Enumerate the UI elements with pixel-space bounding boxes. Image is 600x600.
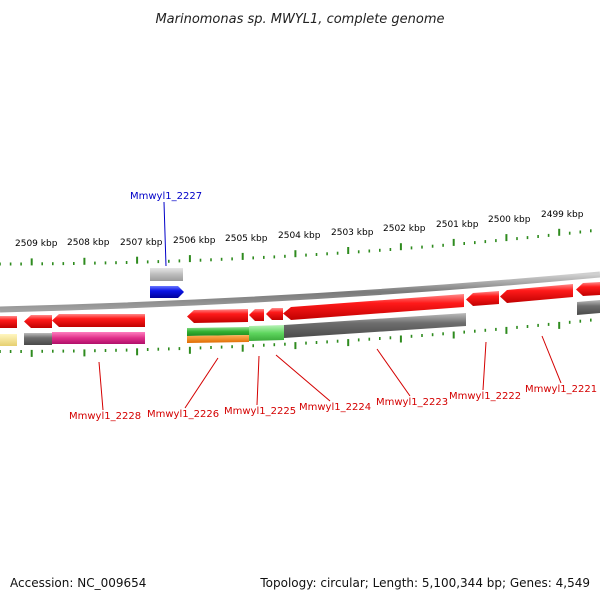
feature-bar-green[interactable] xyxy=(187,327,249,336)
leader-line-2228 xyxy=(98,361,104,411)
feature-bar-grey-long[interactable] xyxy=(284,313,466,338)
gene-label-2226[interactable]: Mmwyl1_2226 xyxy=(147,409,219,420)
feature-bar-orange[interactable] xyxy=(187,335,249,343)
scale-label: 2500 kbp xyxy=(488,215,531,225)
plus-strand-features xyxy=(150,268,184,298)
scale-label: 2504 kbp xyxy=(278,231,321,241)
leader-line-2223 xyxy=(376,348,411,397)
scale-label: 2507 kbp xyxy=(120,238,163,248)
feature-bars xyxy=(0,300,600,346)
gene-arrow-2227[interactable] xyxy=(150,286,184,298)
cds-arrow-right-edge[interactable] xyxy=(576,282,600,296)
feature-bar-magenta[interactable] xyxy=(52,332,145,344)
genome-summary-text: Topology: circular; Length: 5,100,344 bp… xyxy=(260,576,590,590)
cds-arrow-2224[interactable] xyxy=(266,308,283,320)
gene-label-2221[interactable]: Mmwyl1_2221 xyxy=(525,384,597,395)
leader-line-2222 xyxy=(482,341,487,391)
map-title: Marinomonas sp. MWYL1, complete genome xyxy=(155,12,444,27)
gene-label-2228[interactable]: Mmwyl1_2228 xyxy=(69,411,141,422)
scale-label: 2502 kbp xyxy=(383,224,426,234)
outer-scale-ticks xyxy=(0,228,592,266)
cds-arrow-2225[interactable] xyxy=(249,309,264,321)
scale-label: 2509 kbp xyxy=(15,239,58,249)
leader-line-2221 xyxy=(541,335,562,384)
cds-arrow-2226[interactable] xyxy=(187,309,248,323)
gene-feature-2227-grey[interactable] xyxy=(150,268,183,281)
cds-arrow-2223[interactable] xyxy=(283,294,464,320)
leader-line-2224 xyxy=(275,354,331,402)
feature-bar-green-light[interactable] xyxy=(249,325,284,341)
cds-arrow[interactable] xyxy=(24,315,52,328)
gene-label-2227[interactable]: Mmwyl1_2227 xyxy=(130,191,202,202)
accession-text: Accession: NC_009654 xyxy=(10,576,147,590)
scale-label: 2503 kbp xyxy=(331,228,374,238)
scale-label: 2506 kbp xyxy=(173,236,216,246)
scale-label: 2499 kbp xyxy=(541,210,584,220)
minus-strand-cds xyxy=(0,282,600,328)
feature-bar-yellow[interactable] xyxy=(0,334,17,346)
cds-arrow-left-edge[interactable] xyxy=(0,316,17,328)
genome-backbone xyxy=(0,271,600,313)
scale-label: 2508 kbp xyxy=(67,238,110,248)
leader-line-2227 xyxy=(163,201,167,267)
feature-bar-grey[interactable] xyxy=(24,333,52,345)
gene-label-2223[interactable]: Mmwyl1_2223 xyxy=(376,397,448,408)
cds-arrow-2221[interactable] xyxy=(500,284,573,303)
scale-label: 2505 kbp xyxy=(225,234,268,244)
gene-label-2222[interactable]: Mmwyl1_2222 xyxy=(449,391,521,402)
scale-label: 2501 kbp xyxy=(436,220,479,230)
cds-arrow-2222[interactable] xyxy=(466,291,499,306)
leader-line-2226 xyxy=(184,357,219,409)
gene-labels: Mmwyl1_2227 Mmwyl1_2228 Mmwyl1_2226 Mmwy… xyxy=(69,191,597,422)
scale-labels: 2509 kbp 2508 kbp 2507 kbp 2506 kbp 2505… xyxy=(15,210,584,249)
leader-lines xyxy=(98,201,562,411)
gene-label-2224[interactable]: Mmwyl1_2224 xyxy=(299,402,371,413)
inner-scale-ticks xyxy=(0,318,592,357)
leader-line-2225 xyxy=(256,355,260,406)
gene-label-2225[interactable]: Mmwyl1_2225 xyxy=(224,406,296,417)
feature-bar-grey-right[interactable] xyxy=(577,300,600,315)
cds-arrow-2228[interactable] xyxy=(52,314,145,327)
